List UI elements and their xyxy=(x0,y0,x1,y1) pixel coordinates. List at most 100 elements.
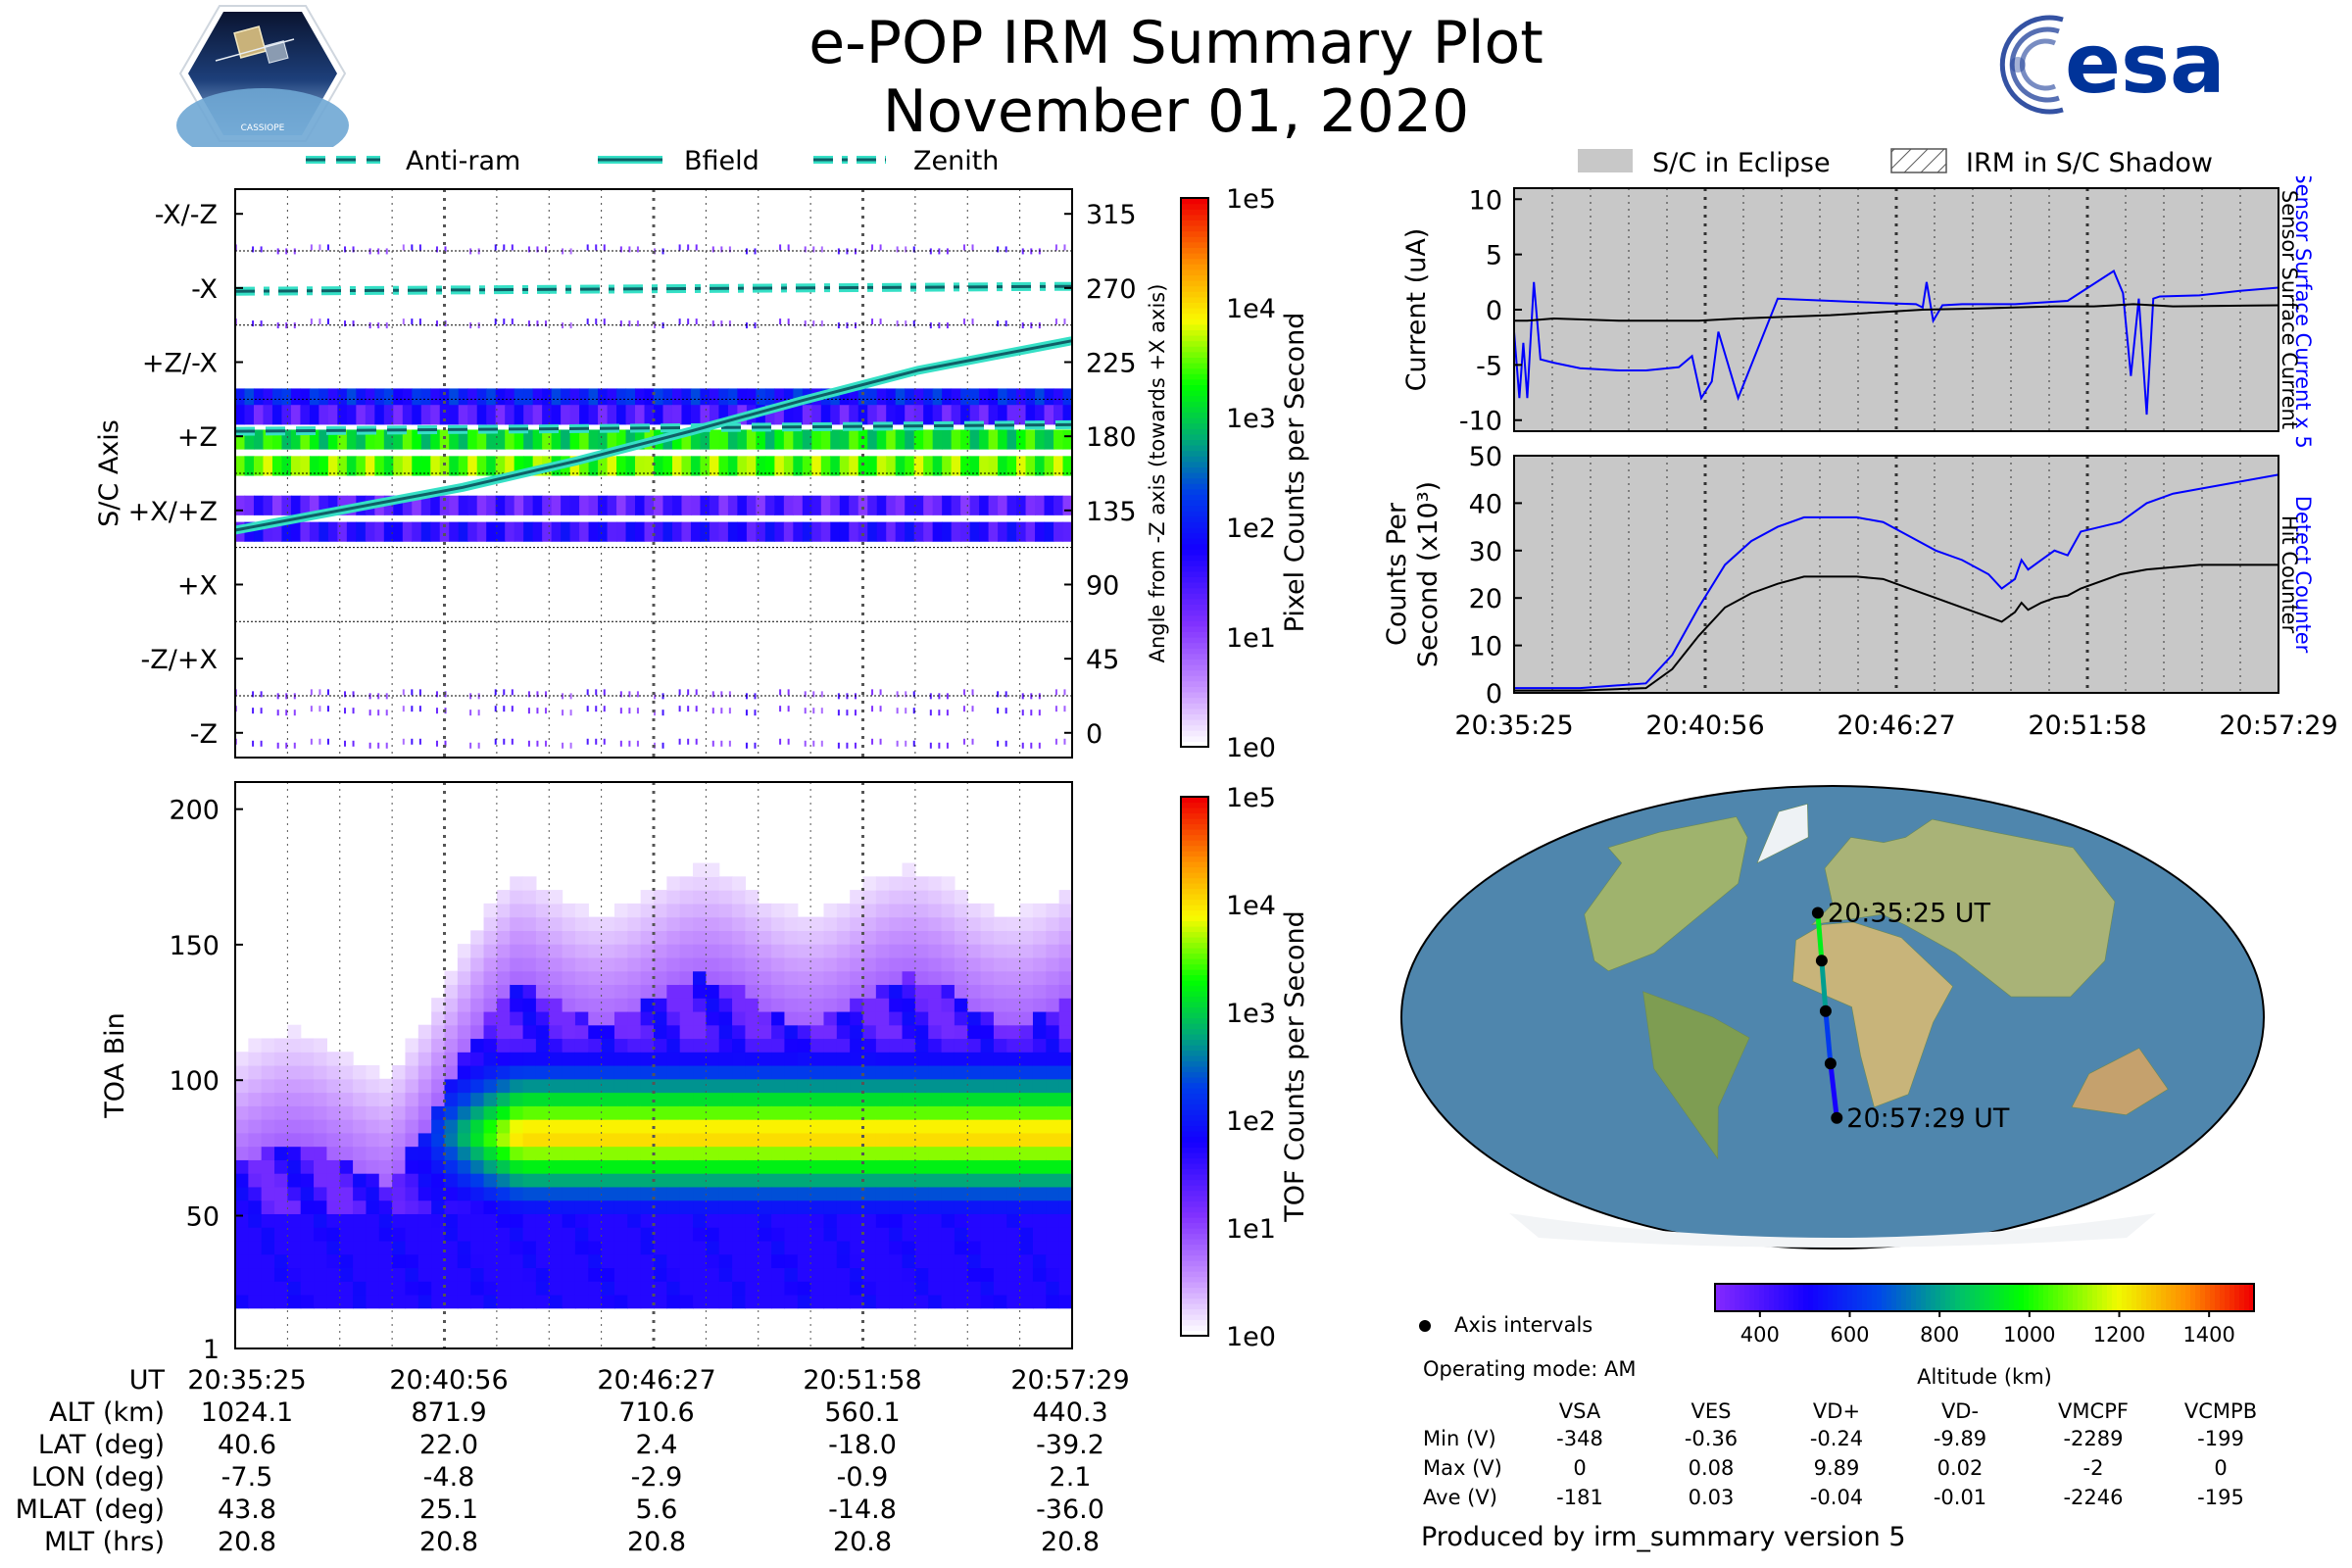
sc-speckle xyxy=(687,706,690,712)
toa-cell xyxy=(483,1010,498,1026)
sc-colorbar-cell xyxy=(1181,708,1208,714)
toa-cell xyxy=(875,1038,890,1053)
toa-cell xyxy=(718,1038,733,1053)
sc-band-cell xyxy=(300,495,311,515)
toa-cell xyxy=(758,930,772,945)
toa-cell xyxy=(574,956,589,972)
toa-colorbar-cell xyxy=(1181,969,1208,976)
altitude-colorbar-cell xyxy=(1730,1284,1736,1311)
toa-cell xyxy=(378,1281,393,1296)
toa-cell xyxy=(562,1038,576,1053)
altitude-colorbar-cell xyxy=(2166,1284,2172,1311)
sc-band-cell xyxy=(300,521,311,542)
sc-band-cell xyxy=(727,388,738,409)
footer-note: Produced by irm_summary version 5 xyxy=(1421,1522,1906,1552)
toa-cell xyxy=(810,1159,825,1174)
toa-colorbar-cell xyxy=(1181,1006,1208,1013)
toa-cell xyxy=(823,1024,838,1040)
toa-cell xyxy=(666,1240,681,1255)
altitude-colorbar-cell xyxy=(2225,1284,2230,1311)
sc-band-cell xyxy=(960,405,971,425)
sc-colorbar-cell xyxy=(1181,713,1208,720)
toa-cell xyxy=(535,1132,550,1148)
sc-speckle xyxy=(503,244,506,251)
toa-cell xyxy=(287,1052,302,1066)
sc-speckle xyxy=(1030,742,1033,749)
toa-cell xyxy=(613,1119,628,1134)
sc-speckle xyxy=(352,708,355,714)
toa-cell xyxy=(980,1173,995,1188)
toa-cell xyxy=(928,1173,943,1188)
sc-band-cell xyxy=(988,429,999,450)
toa-cell xyxy=(300,1200,315,1214)
toa-cell xyxy=(535,1173,550,1188)
toa-cell xyxy=(326,1132,341,1148)
toa-cell xyxy=(549,1213,564,1228)
sc-band-cell xyxy=(486,388,497,409)
toa-cell xyxy=(745,1267,760,1282)
toa-cell xyxy=(510,1186,524,1201)
toa-cell xyxy=(941,1213,956,1228)
sc-band-cell xyxy=(756,521,766,542)
toa-cell xyxy=(862,1159,877,1174)
altitude-colorbar-cell xyxy=(2043,1284,2049,1311)
sc-colorbar-cell xyxy=(1181,241,1208,248)
toa-cell xyxy=(300,1078,315,1094)
toa-cell xyxy=(889,1078,904,1094)
toa-cell xyxy=(417,1119,432,1134)
toa-colorbar-cell xyxy=(1181,1034,1208,1041)
toa-cell xyxy=(902,1119,916,1134)
toa-cell xyxy=(535,1267,550,1282)
toa-cell xyxy=(902,1038,916,1053)
sc-speckle xyxy=(879,244,882,251)
toa-cell xyxy=(836,916,851,931)
sc-band-cell xyxy=(681,495,692,515)
sc-band-cell xyxy=(458,388,468,409)
sc-colorbar-cell xyxy=(1181,735,1208,742)
toa-cell xyxy=(850,1213,864,1228)
toa-cell xyxy=(522,1105,537,1120)
toa-colorbar-cell xyxy=(1181,974,1208,981)
toa-cell xyxy=(353,1186,368,1201)
sc-band-cell xyxy=(569,495,580,515)
toa-cell xyxy=(431,1253,446,1269)
toa-cell xyxy=(562,1186,576,1201)
sc-band-cell xyxy=(1062,456,1073,476)
sc-colorbar-cell xyxy=(1181,406,1208,413)
altitude-colorbar-tick: 1000 xyxy=(2003,1323,2055,1347)
sc-speckle xyxy=(603,689,606,696)
toa-cell xyxy=(967,1146,982,1160)
toa-cell xyxy=(510,930,524,945)
toa-cell xyxy=(1046,1253,1060,1269)
toa-cell xyxy=(588,956,603,972)
toa-cell xyxy=(810,1038,825,1053)
sc-band-cell xyxy=(532,405,543,425)
sc-colorbar-cell xyxy=(1181,313,1208,319)
sc-band-cell xyxy=(561,495,571,515)
toa-cell xyxy=(693,1078,707,1094)
sc-band-cell xyxy=(839,429,850,450)
sc-band-cell xyxy=(561,388,571,409)
sc-speckle xyxy=(562,322,564,329)
toa-cell xyxy=(914,876,929,891)
toa-cell xyxy=(588,916,603,931)
sc-band-cell xyxy=(449,405,460,425)
toa-cell xyxy=(941,1227,956,1242)
toa-cell xyxy=(823,1010,838,1026)
toa-cell xyxy=(444,1119,459,1134)
sc-band-cell xyxy=(690,429,702,450)
toa-cell xyxy=(1058,1065,1073,1080)
toa-cell xyxy=(640,1186,655,1201)
toa-cell xyxy=(797,1092,811,1106)
toa-cell xyxy=(405,1227,419,1242)
toa-cell xyxy=(287,1240,302,1255)
sc-band-cell xyxy=(886,388,897,409)
sc-band-cell xyxy=(969,429,980,450)
toa-cell xyxy=(941,1146,956,1160)
sc-band-cell xyxy=(737,495,748,515)
toa-cell xyxy=(378,1146,393,1160)
toa-ytick: 200 xyxy=(169,796,220,826)
toa-cell xyxy=(588,1065,603,1080)
legend-shadow: IRM in S/C Shadow xyxy=(1966,148,2213,178)
toa-cell xyxy=(967,1038,982,1053)
